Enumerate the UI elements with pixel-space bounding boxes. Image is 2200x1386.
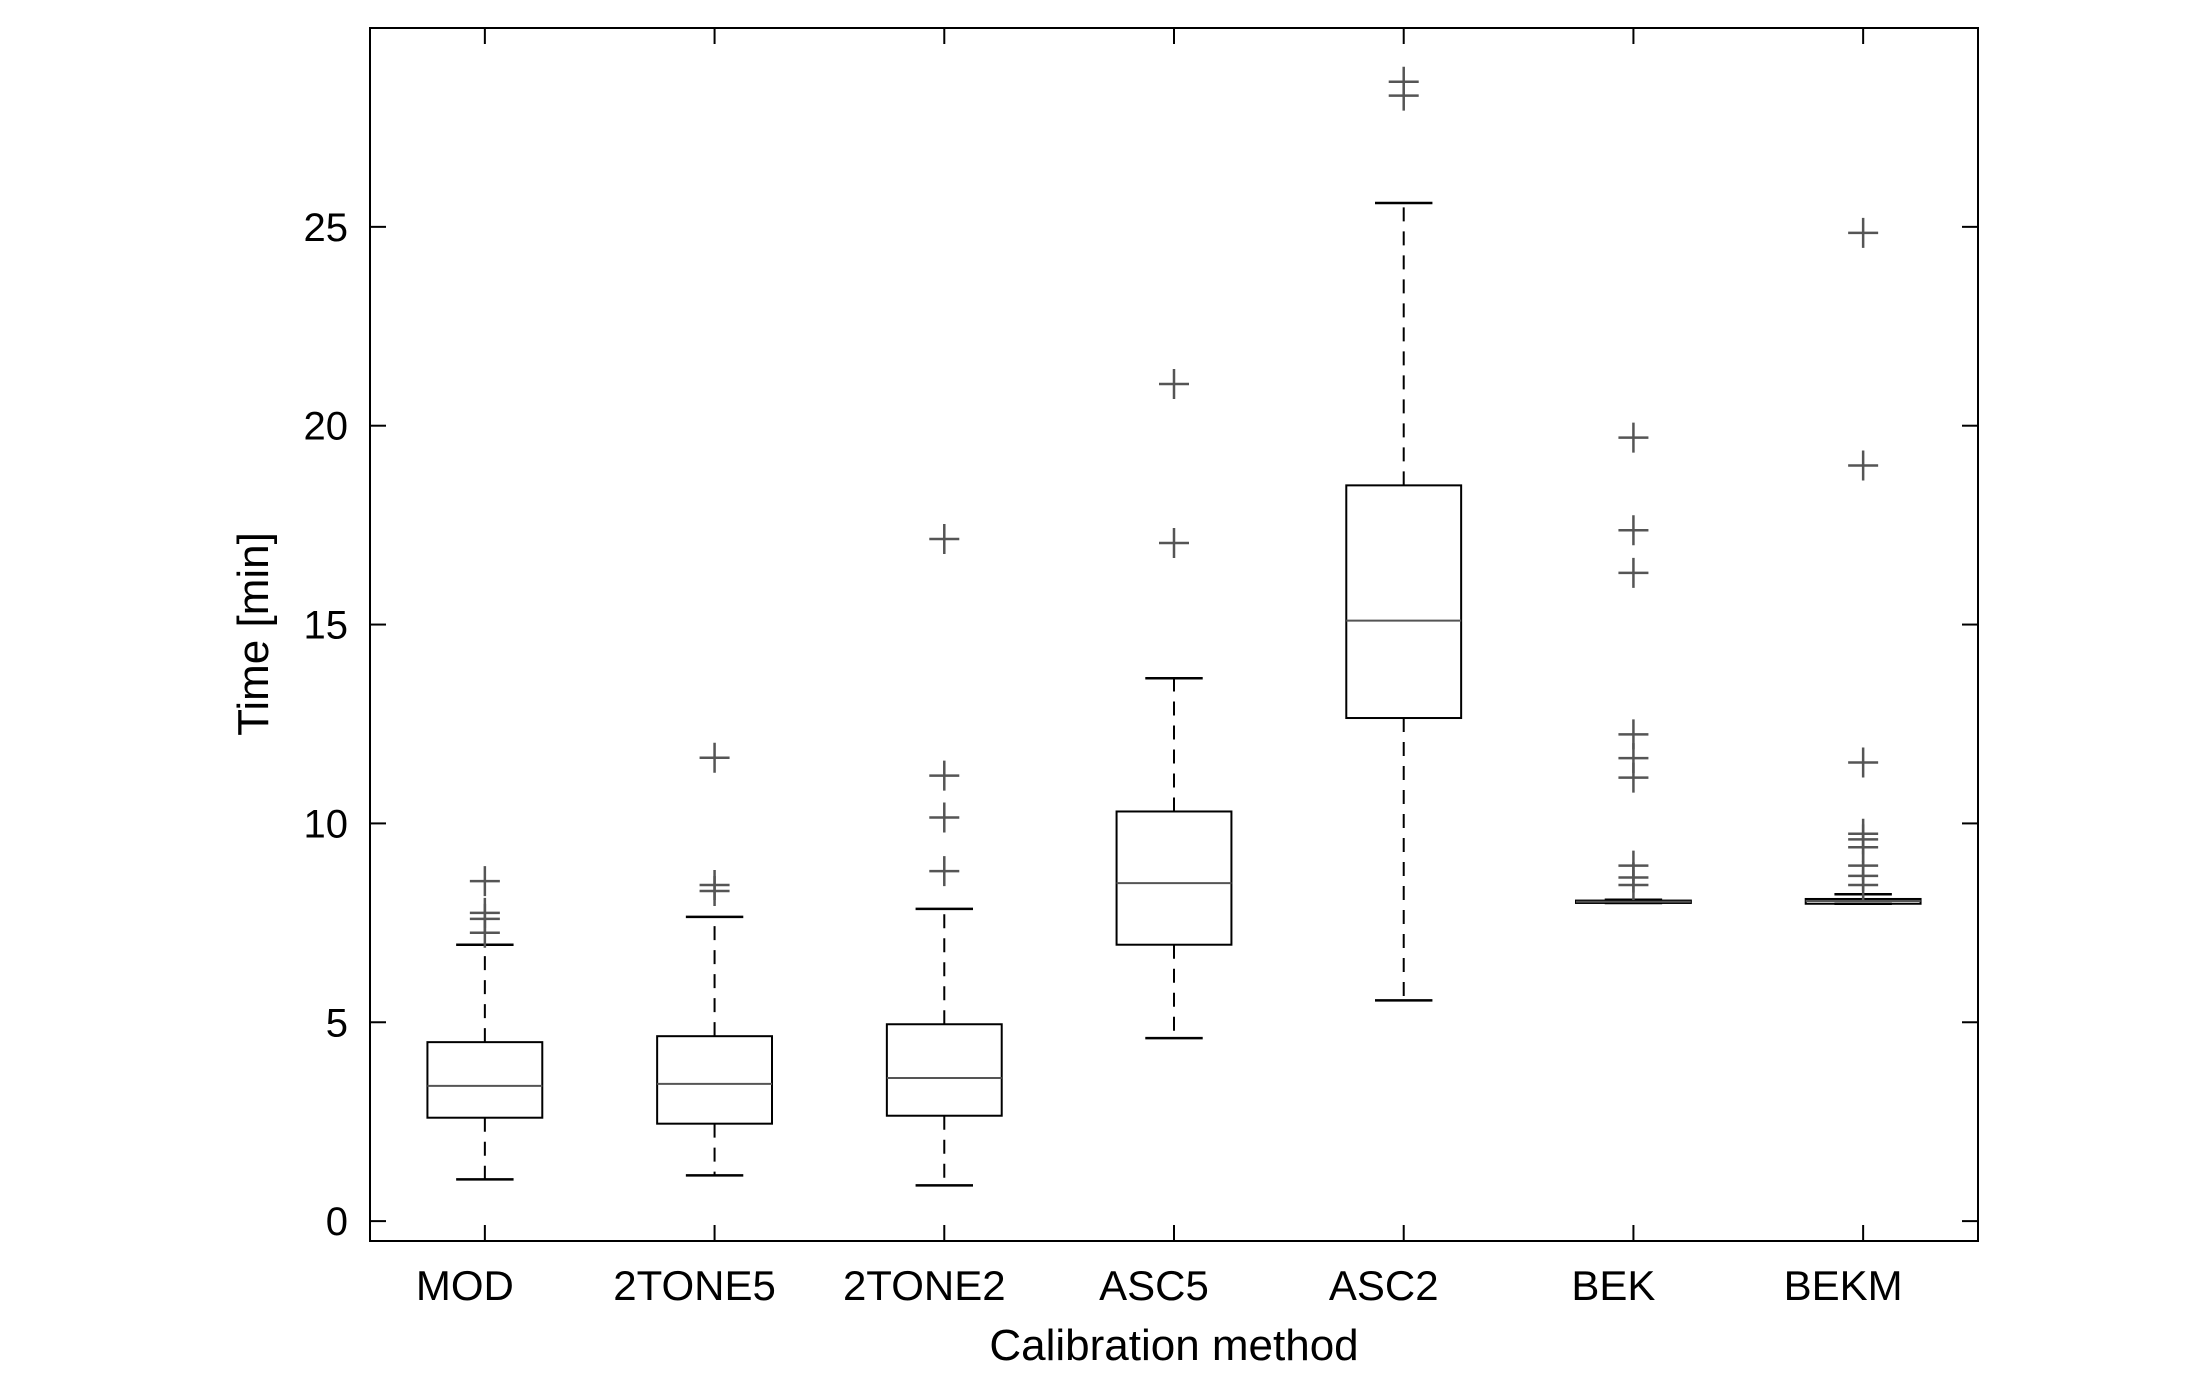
- x-tick-label: ASC5: [1099, 1262, 1209, 1309]
- outlier-marker: [1848, 450, 1879, 481]
- iqr-box: [885, 1023, 1003, 1117]
- box-2tone2: [885, 524, 1003, 1187]
- box-bekm: [1804, 217, 1922, 905]
- x-tick-label: BEKM: [1784, 1262, 1903, 1309]
- x-tick-label: ASC2: [1329, 1262, 1439, 1309]
- outlier-marker: [1618, 515, 1649, 546]
- outlier-marker: [1618, 557, 1649, 588]
- y-tick-label: 20: [304, 405, 349, 449]
- iqr-box: [1345, 484, 1463, 720]
- outlier-marker: [1618, 719, 1649, 750]
- y-tick-label: 10: [304, 802, 349, 846]
- outlier-marker: [929, 524, 960, 555]
- y-tick-label: 5: [326, 1001, 348, 1045]
- outlier-marker: [1618, 422, 1649, 453]
- outlier-marker: [1159, 528, 1189, 559]
- outlier-marker: [699, 870, 730, 901]
- x-tick-label: BEK: [1571, 1262, 1655, 1309]
- outlier-marker: [929, 760, 960, 791]
- x-axis: MOD 2TONE5 2TONE2 ASC5 ASC2 BEK BEKM: [416, 28, 1903, 1309]
- outlier-marker: [1618, 850, 1649, 881]
- y-tick-label: 0: [326, 1200, 348, 1244]
- outlier-marker: [1848, 818, 1879, 849]
- x-axis-label: Calibration method: [989, 1321, 1358, 1370]
- x-tick-label: MOD: [416, 1262, 514, 1309]
- outlier-marker: [1848, 217, 1879, 248]
- box-mod: [426, 866, 544, 1181]
- outlier-marker: [1848, 747, 1879, 778]
- outlier-marker: [929, 802, 960, 833]
- box-asc2: [1345, 66, 1463, 1002]
- box-2tone5: [656, 742, 774, 1177]
- iqr-box: [1115, 810, 1233, 946]
- iqr-box: [656, 1035, 774, 1125]
- y-axis: 0 5 10 15 20 25: [304, 206, 1978, 1244]
- outlier-marker: [1159, 368, 1189, 399]
- plot-frame: [369, 27, 1979, 1242]
- x-tick-label: 2TONE2: [843, 1262, 1006, 1309]
- outlier-marker: [699, 742, 730, 773]
- box-asc5: [1115, 368, 1233, 1040]
- box-bek: [1575, 422, 1692, 905]
- outlier-marker: [1388, 66, 1419, 97]
- outlier-marker: [929, 856, 960, 887]
- outlier-marker: [469, 866, 500, 897]
- x-tick-label: 2TONE5: [613, 1262, 776, 1309]
- plot-marks: [426, 66, 1922, 1187]
- y-tick-label: 25: [304, 206, 349, 250]
- outlier-marker: [469, 897, 500, 928]
- y-axis-label: Time [min]: [229, 532, 278, 736]
- iqr-box: [426, 1041, 544, 1119]
- y-tick-label: 15: [304, 604, 349, 648]
